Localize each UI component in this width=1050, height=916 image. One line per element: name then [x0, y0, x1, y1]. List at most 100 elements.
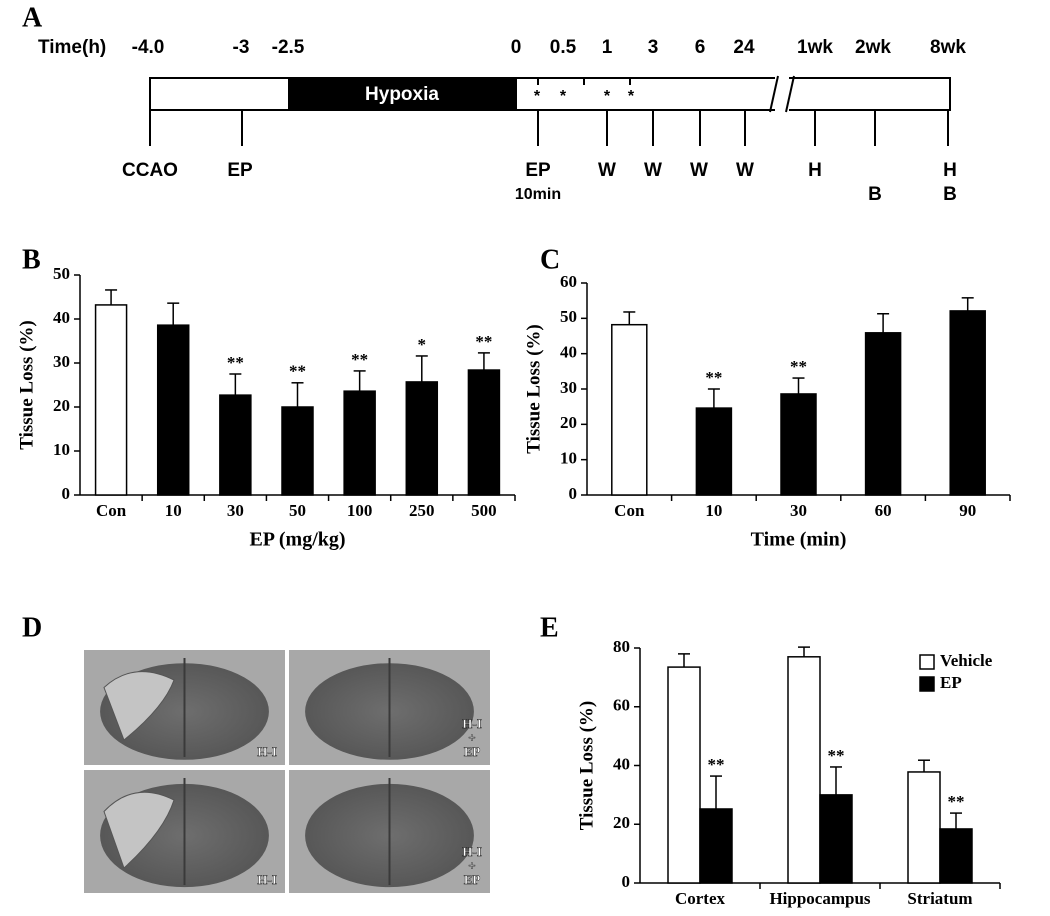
event-label: 10min	[515, 186, 561, 203]
bar	[467, 369, 501, 496]
micrograph-label: H-I	[257, 872, 277, 887]
panel-letter: E	[540, 612, 559, 643]
x-tick-label: 10	[165, 501, 182, 520]
x-tick-label: 60	[875, 501, 892, 520]
asterisk: *	[628, 88, 635, 105]
hypoxia-label: Hypoxia	[365, 84, 439, 105]
x-axis-title: Time (min)	[751, 529, 847, 551]
asterisk: *	[560, 88, 567, 105]
time-label: -4.0	[132, 37, 165, 58]
y-tick-label: 50	[560, 307, 577, 326]
bar	[219, 394, 252, 496]
time-label: 0	[511, 37, 522, 58]
micrograph-label: H-I	[462, 716, 482, 731]
event-label: CCAO	[122, 160, 178, 181]
y-tick-label: 50	[53, 264, 70, 283]
x-tick-label: 30	[790, 501, 807, 520]
panel-letter: A	[22, 2, 43, 33]
y-axis-title: Tissue Loss (%)	[576, 701, 597, 831]
event-label: H	[808, 160, 822, 181]
significance: **	[948, 792, 965, 811]
event-label: H	[943, 160, 957, 181]
time-label: 3	[648, 37, 659, 58]
significance: **	[227, 353, 244, 372]
time-label: -3	[233, 37, 250, 58]
y-tick-label: 40	[560, 343, 577, 362]
micrograph-label: H-I	[462, 844, 482, 859]
y-tick-label: 0	[622, 872, 631, 891]
y-tick-label: 60	[613, 696, 630, 715]
significance: **	[828, 746, 845, 765]
time-axis-label: Time(h)	[38, 37, 106, 58]
event-label: W	[644, 160, 662, 181]
x-axis-title: EP (mg/kg)	[249, 529, 345, 551]
significance: *	[418, 335, 427, 354]
time-label: 1	[602, 37, 613, 58]
bar	[699, 808, 733, 884]
timeline-bar	[149, 77, 951, 111]
significance: **	[708, 755, 725, 774]
event-label: B	[943, 184, 957, 205]
x-tick-label: Hippocampus	[769, 889, 870, 908]
y-tick-label: 20	[613, 813, 630, 832]
break-line	[785, 75, 795, 113]
y-axis-title: Tissue Loss (%)	[523, 324, 544, 454]
bar	[949, 310, 986, 496]
time-label: 8wk	[930, 37, 966, 58]
bar	[819, 794, 853, 884]
significance: **	[705, 368, 722, 387]
micrograph-label: +	[468, 730, 475, 745]
y-tick-label: 20	[560, 413, 577, 432]
legend-swatch	[919, 654, 935, 670]
y-tick-label: 10	[53, 440, 70, 459]
bar	[281, 406, 314, 496]
y-tick-label: 80	[613, 637, 630, 656]
y-tick-label: 0	[62, 484, 71, 503]
micrograph-label: EP	[464, 744, 481, 759]
x-tick-label: Striatum	[907, 889, 972, 908]
x-tick-label: Con	[96, 501, 127, 520]
bar	[780, 393, 817, 496]
x-tick-label: 250	[409, 501, 435, 520]
micrograph-label: H-I	[257, 744, 277, 759]
asterisk: *	[534, 88, 541, 105]
event-label: EP	[227, 160, 253, 181]
bar	[787, 656, 821, 884]
x-tick-label: 50	[289, 501, 306, 520]
event-label: EP	[525, 160, 551, 181]
time-label: -2.5	[272, 37, 305, 58]
legend-label: Vehicle	[940, 651, 993, 670]
y-tick-label: 0	[569, 484, 578, 503]
bar	[343, 390, 376, 496]
panel-letter: D	[22, 612, 42, 643]
bar	[939, 828, 973, 884]
bar	[695, 407, 733, 496]
lesion	[103, 671, 175, 741]
axis-break	[775, 75, 789, 113]
legend-label: EP	[940, 673, 962, 692]
y-tick-label: 60	[560, 272, 577, 291]
significance: **	[790, 357, 807, 376]
y-tick-label: 30	[53, 352, 70, 371]
panel-letter: B	[22, 244, 41, 275]
significance: **	[351, 350, 368, 369]
asterisk: *	[604, 88, 611, 105]
x-tick-label: 500	[471, 501, 497, 520]
y-tick-label: 40	[613, 754, 630, 773]
bar	[864, 332, 902, 496]
x-tick-label: 10	[705, 501, 722, 520]
time-label: 2wk	[855, 37, 891, 58]
y-axis-title: Tissue Loss (%)	[16, 320, 37, 450]
event-label: W	[690, 160, 708, 181]
event-label: B	[868, 184, 882, 205]
bar	[405, 381, 439, 496]
y-tick-label: 40	[53, 308, 70, 327]
bar	[156, 324, 190, 496]
y-tick-label: 10	[560, 449, 577, 468]
event-label: W	[598, 160, 616, 181]
break-line	[769, 75, 779, 113]
x-tick-label: Cortex	[675, 889, 726, 908]
time-label: 24	[733, 37, 755, 58]
y-tick-label: 20	[53, 396, 70, 415]
hypoxia-block	[288, 78, 517, 110]
